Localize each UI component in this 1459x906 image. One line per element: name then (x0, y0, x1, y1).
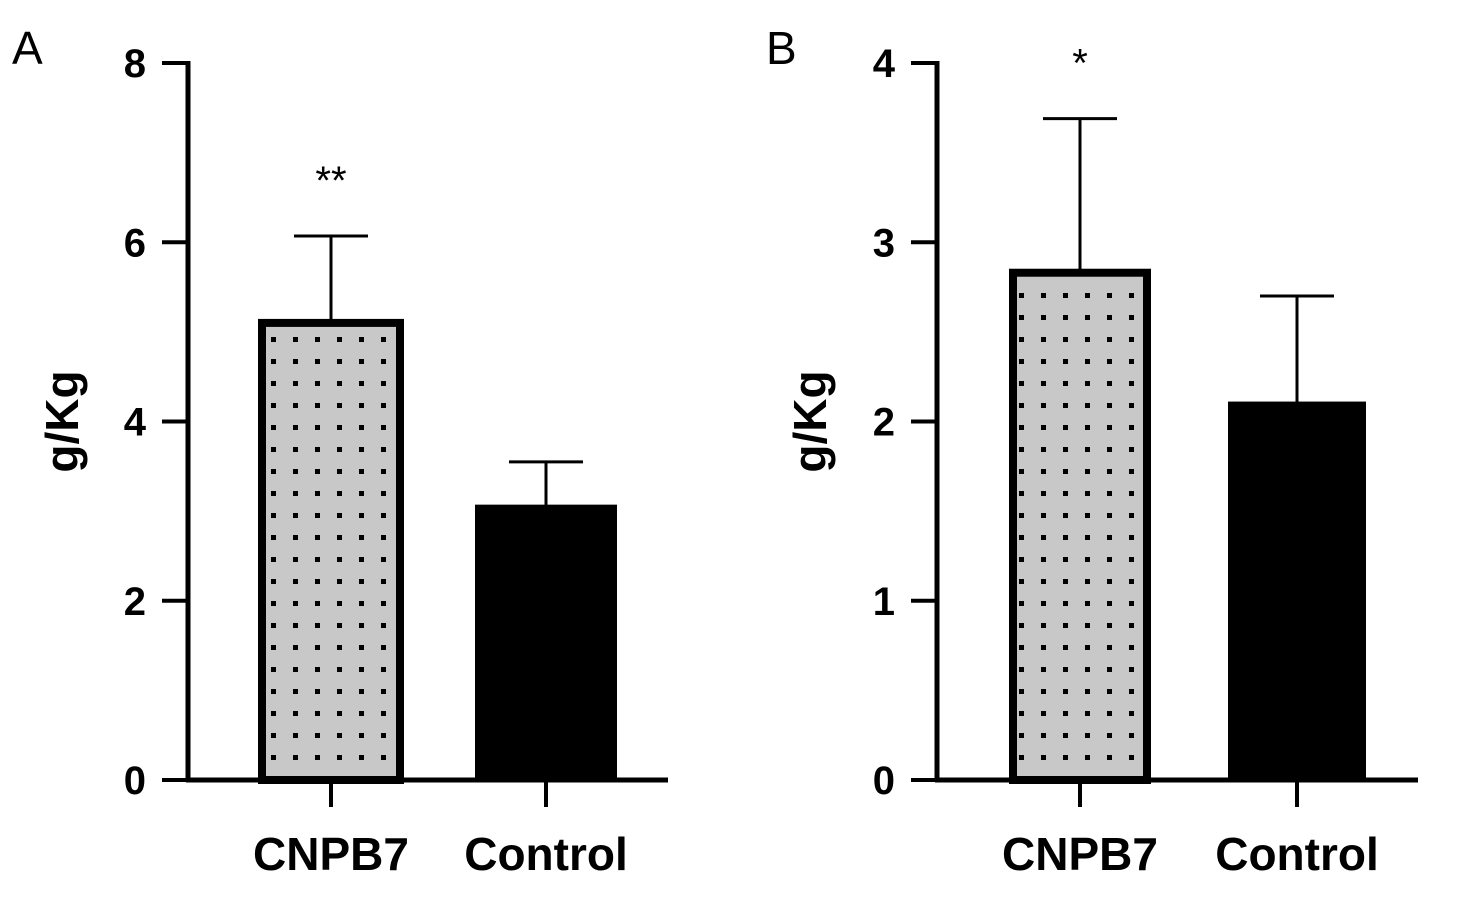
panel-letter: B (766, 22, 797, 74)
y-tick-label: 4 (124, 401, 147, 445)
x-category-label: Control (1215, 828, 1379, 880)
panel-a: Ag/Kg ** 0 2 4 6 8 CNPB7 Control (12, 22, 668, 880)
panel-letter: A (12, 22, 43, 74)
significance-marker: * (1072, 42, 1088, 86)
x-category-label: Control (464, 828, 628, 880)
y-axis-title: g/Kg (784, 370, 836, 472)
y-tick-label: 1 (873, 580, 895, 624)
y-tick-label: 2 (124, 580, 146, 624)
y-axis-title: g/Kg (36, 370, 88, 472)
x-category-label: CNPB7 (253, 828, 409, 880)
y-tick-label: 0 (124, 759, 146, 803)
bar-control (475, 504, 617, 782)
bar-cnpb7 (258, 318, 404, 784)
y-tick-label: 8 (124, 42, 146, 86)
y-tick-label: 6 (124, 221, 146, 265)
panel-b: Bg/Kg * 0 1 2 3 4 CNPB7 Control (766, 22, 1418, 880)
x-category-label: CNPB7 (1002, 828, 1158, 880)
significance-marker: ** (315, 159, 346, 203)
y-tick-label: 4 (873, 42, 896, 86)
bar-control (1228, 401, 1366, 782)
y-tick-label: 3 (873, 221, 895, 265)
bar-cnpb7 (1009, 268, 1151, 784)
y-tick-label: 0 (873, 759, 895, 803)
y-tick-label: 2 (873, 401, 895, 445)
